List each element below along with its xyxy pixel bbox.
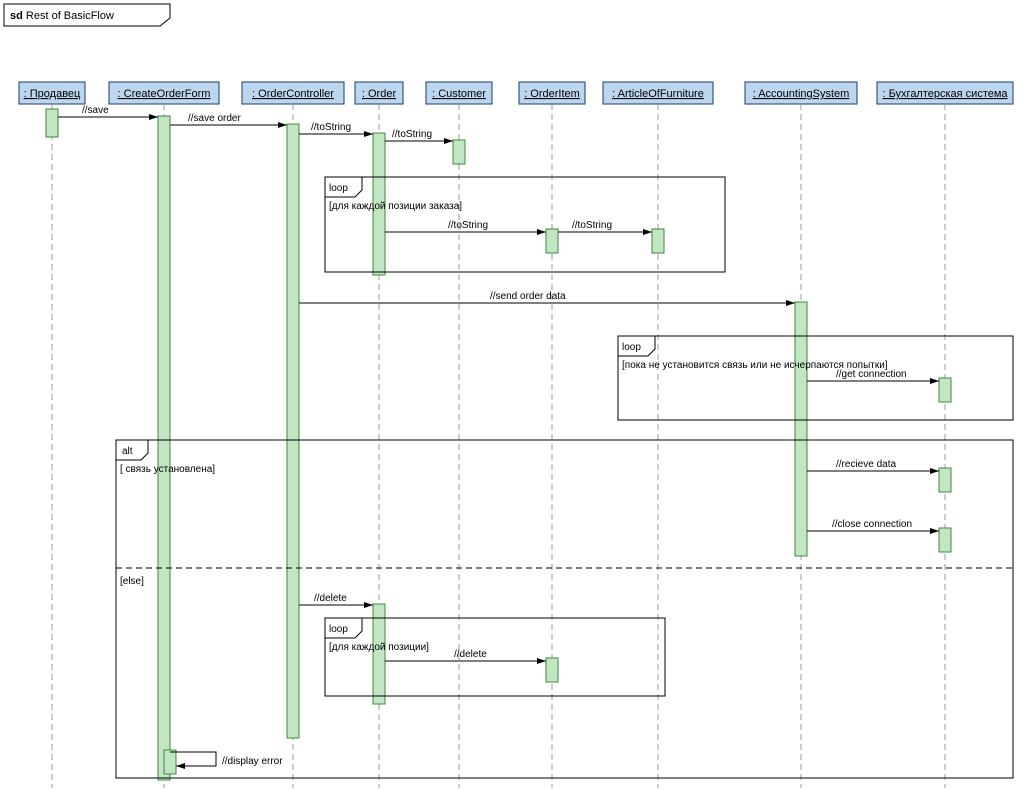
frame-prefix: sd [10,10,23,22]
frag-loop1-type: loop [329,183,348,194]
activation-controller [287,124,299,738]
activation-bookkeeping-recv [939,468,951,492]
lifeline-lines [52,104,945,788]
activation-accounting [795,302,807,556]
frag-alt-guard1: [ связь установлена] [120,464,215,475]
lifeline-label-accounting: : AccountingSystem [753,88,850,100]
activation-order-2 [373,604,385,704]
activation-bookkeeping-conn [939,378,951,402]
msg-tostring-2: //toString [392,129,432,140]
activation-orderitem-2 [546,658,558,682]
activation-seller [46,109,58,137]
activation-form-inner [164,750,176,774]
activation-bookkeeping-close [939,528,951,552]
msg-tostring-4: //toString [572,220,612,231]
frag-loop1-guard: [для каждой позиции заказа] [329,201,462,212]
msg-save-order: //save order [188,113,241,124]
lifeline-label-orderItem: : OrderItem [524,88,580,100]
frame-header: sd Rest of BasicFlow [4,4,170,26]
activation-customer [453,140,465,164]
frame-title: Rest of BasicFlow [26,10,114,22]
activation-form-outer [158,116,170,780]
msg-delete-2: //delete [454,649,487,660]
svg-text:sd Rest of BasicFlow: sd Rest of BasicFlow [10,10,114,22]
lifeline-label-customer: : Customer [432,88,486,100]
activation-orderitem-1 [546,229,558,253]
lifeline-label-bookkeeping: : Бухгалтерская система [882,88,1008,100]
frag-loop3-type: loop [329,624,348,635]
lifeline-heads: : Продавец : CreateOrderForm : OrderContro… [19,82,1013,104]
lifeline-label-controller: : OrderController [252,88,334,100]
msg-delete-1: //delete [314,593,347,604]
msg-save: //save [82,105,109,116]
frag-alt-guard2: [else] [120,576,144,587]
frag-alt [116,440,1013,778]
sequence-diagram: sd Rest of BasicFlow : Продавец : CreateO… [0,0,1030,790]
frag-loop2 [618,336,1013,420]
messages: //save //save order //toString //toStrin… [58,105,1013,778]
lifeline-label-order: : Order [362,88,397,100]
lifeline-label-seller: : Продавец [24,88,81,100]
lifeline-label-form: : CreateOrderForm [118,88,211,100]
msg-tostring-1: //toString [311,122,351,133]
lifeline-label-article: : ArticleOfFurniture [612,88,704,100]
msg-tostring-3: //toString [448,220,488,231]
activations [46,109,951,780]
msg-display-error: //display error [222,756,283,767]
msg-send-order-data: //send order data [490,291,566,302]
msg-recieve-data: //recieve data [836,459,896,470]
frag-loop3-guard: [для каждой позиции] [329,642,429,653]
activation-article [652,229,664,253]
frag-alt-type: alt [122,446,133,457]
msg-get-connection: //get connection [836,369,907,380]
msg-close-connection: //close connection [832,519,912,530]
frag-loop2-type: loop [622,342,641,353]
